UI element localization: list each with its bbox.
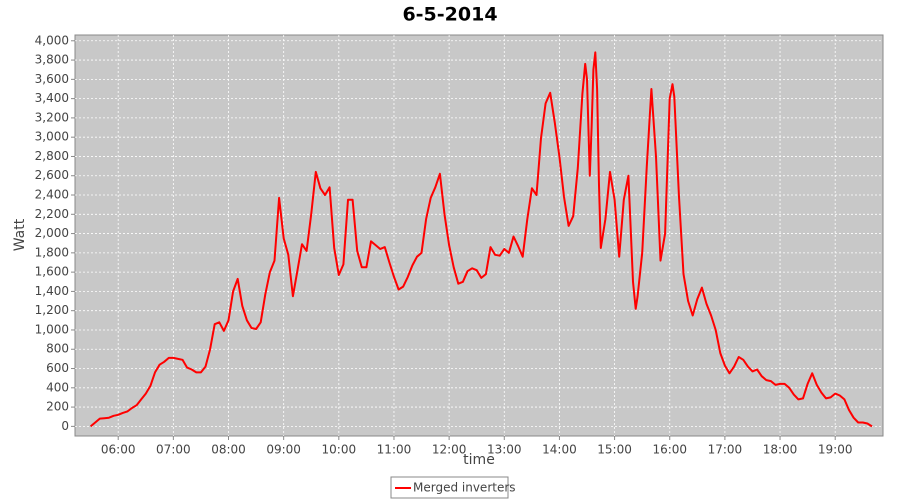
y-tick-label: 4,000	[35, 33, 69, 47]
legend-box	[390, 476, 509, 499]
y-tick-label: 2,400	[35, 188, 69, 202]
y-tick-label: 1,400	[35, 284, 69, 298]
y-axis-title: Watt	[12, 218, 28, 251]
line	[89, 51, 873, 428]
y-tick-label: 3,600	[35, 72, 69, 86]
plot-area	[74, 34, 884, 437]
x-tick-label: 11:00	[377, 443, 412, 457]
x-tick-label: 12:00	[432, 443, 467, 457]
y-tick-label: 1,200	[35, 303, 69, 317]
y-tick-label: 3,400	[35, 91, 69, 105]
y-tick-label: 1,800	[35, 245, 69, 259]
y-tick-label: 2,600	[35, 168, 69, 182]
x-tick-label: 15:00	[597, 443, 632, 457]
y-tick-label: 2,000	[35, 226, 69, 240]
x-tick-label: 17:00	[708, 443, 743, 457]
y-tick-label: 3,000	[35, 130, 69, 144]
y-tick-label: 1,000	[35, 322, 69, 336]
x-tick-label: 18:00	[763, 443, 798, 457]
x-tick-label: 16:00	[652, 443, 687, 457]
x-tick-label: 13:00	[487, 443, 522, 457]
x-tick-label: 09:00	[266, 443, 301, 457]
x-tick-label: 08:00	[211, 443, 246, 457]
x-tick-label: 14:00	[542, 443, 577, 457]
y-tick-label: 200	[46, 400, 69, 414]
y-tick-label: 0	[61, 419, 69, 433]
legend-label: Merged inverters	[413, 481, 516, 495]
x-tick-label: 10:00	[322, 443, 357, 457]
x-tick-label: 07:00	[156, 443, 191, 457]
y-tick-label: 1,600	[35, 265, 69, 279]
y-tick-label: 800	[46, 342, 69, 356]
x-tick-label: 19:00	[818, 443, 853, 457]
y-tick-label: 3,800	[35, 53, 69, 67]
y-tick-label: 600	[46, 361, 69, 375]
y-tick-label: 3,200	[35, 110, 69, 124]
y-tick-label: 2,800	[35, 149, 69, 163]
x-axis-title: time	[463, 452, 495, 468]
y-tick-label: 2,200	[35, 207, 69, 221]
x-tick-label: 06:00	[101, 443, 136, 457]
y-tick-label: 400	[46, 380, 69, 394]
chart-title: 6-5-2014	[402, 4, 497, 26]
